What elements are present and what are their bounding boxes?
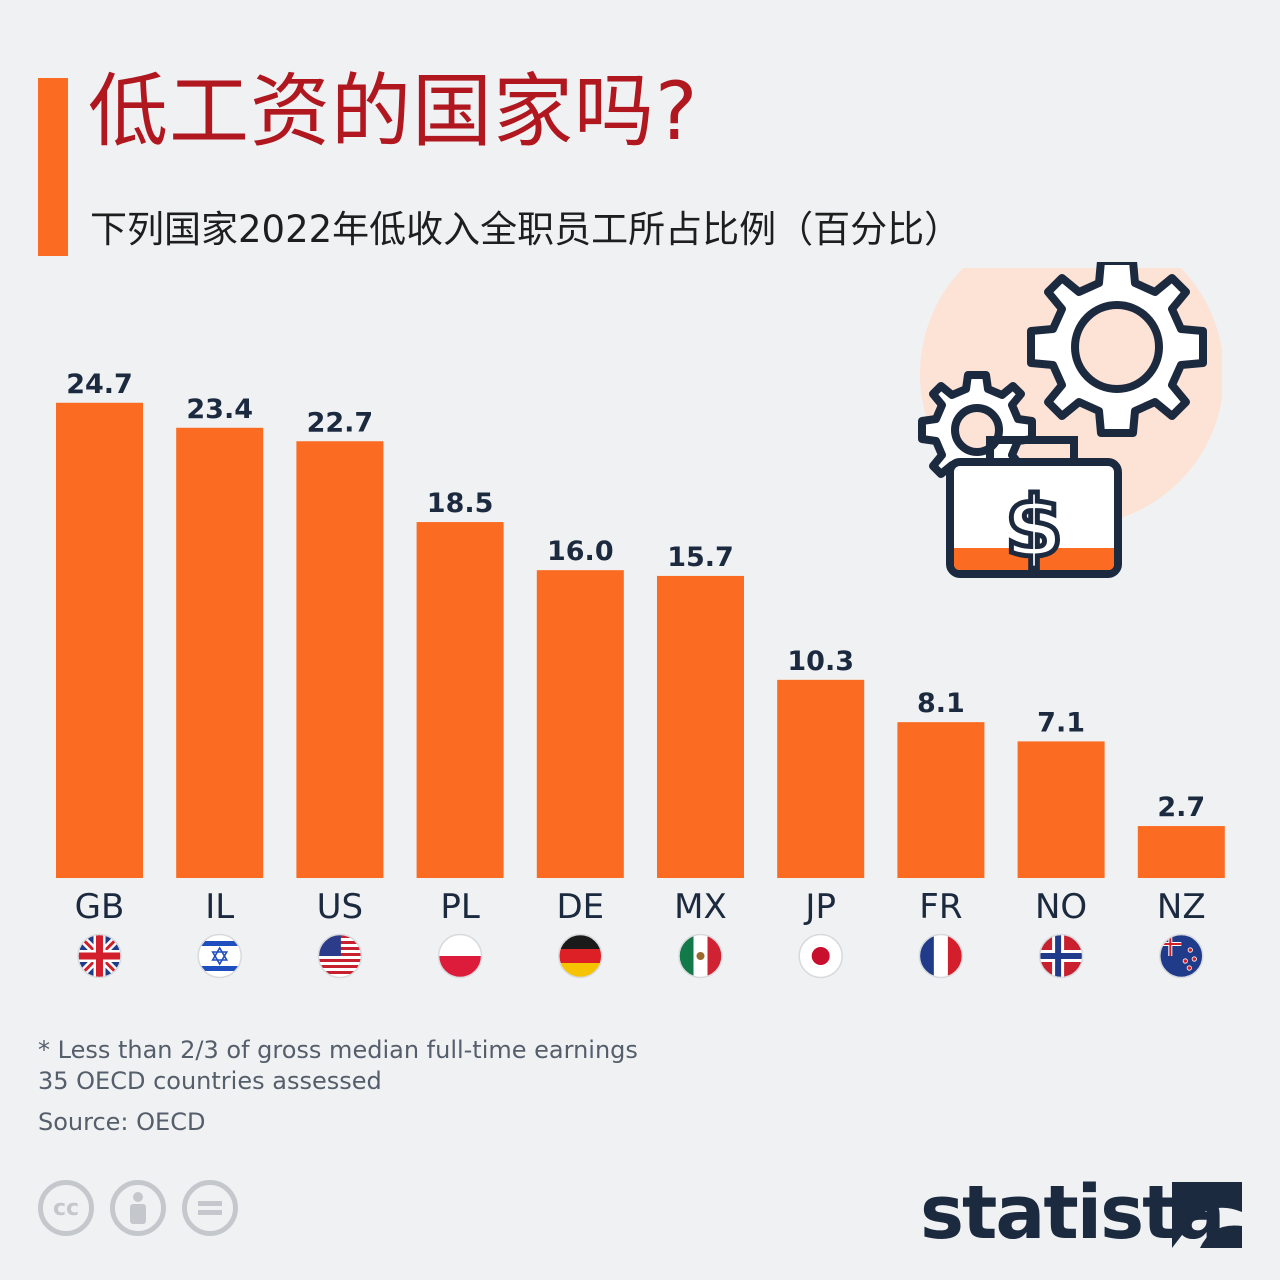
norway-flag-icon xyxy=(1038,933,1084,979)
attribution-icon[interactable] xyxy=(110,1180,166,1236)
bar-il xyxy=(176,427,264,878)
bar-gb xyxy=(56,402,143,878)
usa-flag-icon xyxy=(317,933,363,979)
germany-flag-icon xyxy=(558,933,603,979)
israel-flag-icon xyxy=(197,933,242,979)
bar-fr xyxy=(897,722,985,878)
page-title: 低工资的国家吗? xyxy=(88,65,699,158)
bar-value-label: 10.3 xyxy=(787,646,854,677)
category-label: NO xyxy=(1035,887,1087,927)
bar-value-label: 23.4 xyxy=(186,394,253,425)
category-label: IL xyxy=(205,887,234,927)
category-label: MX xyxy=(674,887,727,927)
title-accent-bar xyxy=(38,78,68,256)
bar-value-label: 8.1 xyxy=(917,688,965,719)
france-flag-icon xyxy=(918,933,964,979)
bar-us xyxy=(296,441,384,878)
category-label: GB xyxy=(75,887,125,927)
category-label: DE xyxy=(556,887,604,927)
new-zealand-flag-icon xyxy=(1159,933,1204,979)
source-note: Source: OECD xyxy=(38,1108,206,1136)
bar-nz xyxy=(1137,826,1225,878)
bar-de xyxy=(536,570,624,878)
creative-commons-icon[interactable]: cc xyxy=(38,1180,94,1236)
footnote-definition: * Less than 2/3 of gross median full-tim… xyxy=(38,1036,638,1064)
bar-chart: 24.7 GB 23.4 IL 22.7 US 18.5 PL 16.0 DE 15.7 MX 10.3… xyxy=(56,369,1225,979)
uk-flag-icon xyxy=(77,933,122,979)
gears-money-illustration: $ xyxy=(918,262,1222,579)
bar-value-label: 24.7 xyxy=(66,369,133,400)
bar-no xyxy=(1017,741,1105,878)
category-label: JP xyxy=(803,887,836,927)
category-label: US xyxy=(317,887,363,927)
bar-value-label: 18.5 xyxy=(427,488,494,519)
footnote-scope: 35 OECD countries assessed xyxy=(38,1067,382,1095)
category-label: FR xyxy=(919,887,962,927)
gears-icon xyxy=(918,262,1207,489)
category-label: NZ xyxy=(1157,887,1206,927)
money-case-icon: $ xyxy=(946,436,1122,579)
japan-flag-icon xyxy=(798,933,843,979)
bars-group: 24.7 GB 23.4 IL 22.7 US 18.5 PL 16.0 DE 15.7 MX 10.3… xyxy=(56,369,1225,979)
bar-value-label: 22.7 xyxy=(307,407,374,438)
mexico-flag-icon xyxy=(678,933,723,979)
bar-pl xyxy=(416,522,504,878)
bar-mx xyxy=(657,575,744,878)
svg-text:$: $ xyxy=(1005,478,1063,576)
poland-flag-icon xyxy=(437,933,483,979)
bar-jp xyxy=(777,679,865,878)
no-derivatives-icon[interactable] xyxy=(182,1180,238,1236)
bar-value-label: 16.0 xyxy=(547,536,614,567)
category-label: PL xyxy=(440,887,480,927)
statista-logo-icon xyxy=(1172,1182,1242,1248)
page-subtitle: 下列国家2022年低收入全职员工所占比例（百分比） xyxy=(90,208,962,251)
bar-value-label: 7.1 xyxy=(1037,707,1085,738)
bar-value-label: 2.7 xyxy=(1157,792,1205,823)
license-icons: cc xyxy=(38,1180,238,1236)
bar-value-label: 15.7 xyxy=(667,542,734,573)
